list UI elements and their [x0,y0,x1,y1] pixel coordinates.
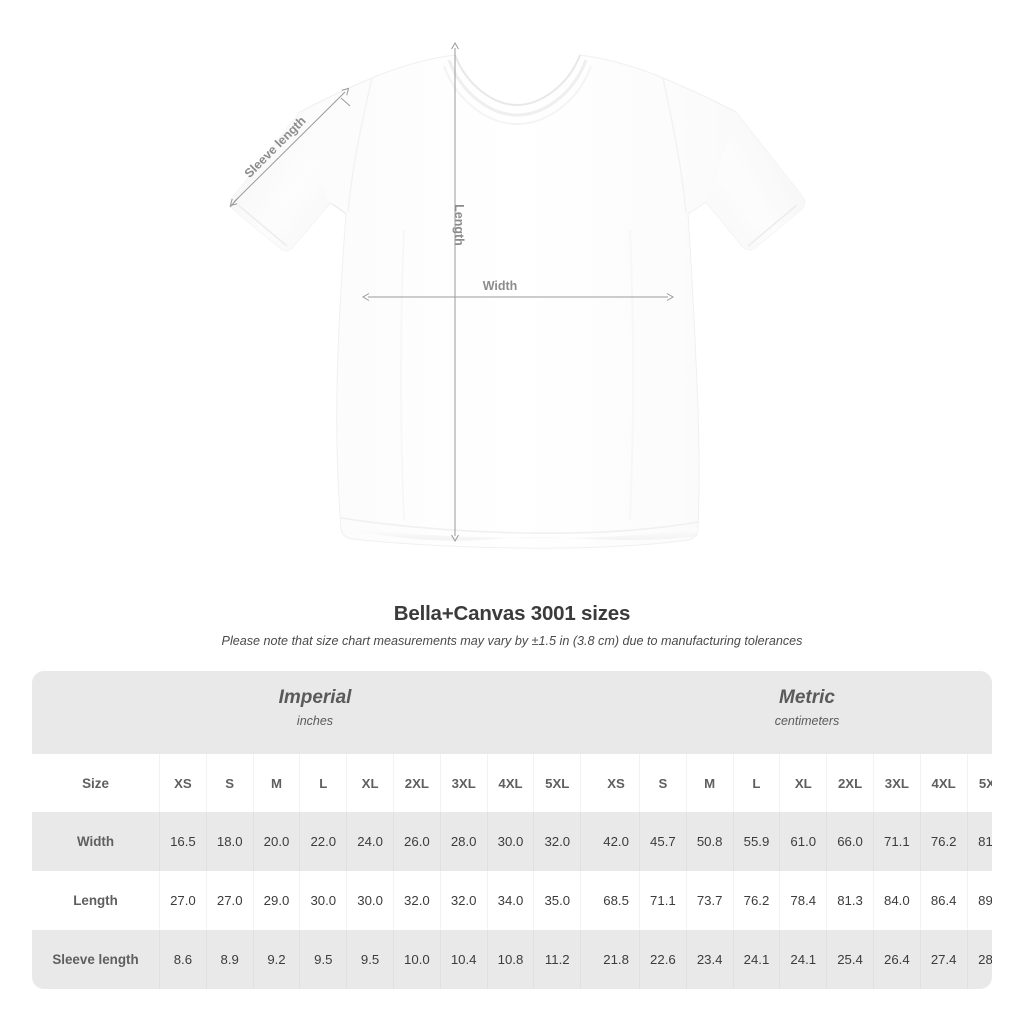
cell-width-imperial-xl: 24.0 [347,812,394,871]
header-metric-m: M [686,754,734,812]
cell-sleeve-length-imperial-s: 8.9 [206,930,254,989]
cell-width-metric-xs: 42.0 [593,812,640,871]
cell-width-metric-s: 45.7 [639,812,687,871]
chart-note: Please note that size chart measurements… [221,634,803,648]
header-imperial-l: L [300,754,348,812]
unit-group-metric: Metric centimeters [652,685,962,731]
size-table-grid: Size XS S M L XL 2XL 3XL 4XL 5XL XS S M L XL 2XL 3XL 4XL 5… [32,754,992,989]
cell-length-metric-l: 76.2 [733,871,781,930]
cell-width-metric-xl: 61.0 [780,812,828,871]
cell-length-metric-4xl: 86.4 [920,871,968,930]
cell-width-imperial-m: 20.0 [253,812,301,871]
unit-system-band: Imperial inches Metric centimeters [32,671,992,754]
cell-sleeve-length-metric-s: 22.6 [639,930,687,989]
header-imperial-4xl: 4XL [487,754,535,812]
cell-length-metric-2xl: 81.3 [827,871,874,930]
cell-length-imperial-4xl: 34.0 [487,871,535,930]
header-metric-2xl: 2XL [827,754,874,812]
header-imperial-2xl: 2XL [393,754,441,812]
cell-sleeve-length-imperial-m: 9.2 [253,930,301,989]
cell-width-metric-5xl: 81.3 [967,812,992,871]
cell-width-metric-3xl: 71.1 [873,812,921,871]
header-imperial-s: S [206,754,254,812]
cell-sleeve-length-metric-4xl: 27.4 [920,930,968,989]
tshirt-diagram: Sleeve length Length Width [229,42,806,549]
cell-sleeve-length-metric-5xl: 28.5 [967,930,992,989]
header-metric-xs: XS [593,754,640,812]
cell-sleeve-length-metric-3xl: 26.4 [873,930,921,989]
metric-subtitle: centimeters [774,714,840,728]
cell-sleeve-length-imperial-xs: 8.6 [160,930,207,989]
cell-sleeve-length-imperial-3xl: 10.4 [440,930,488,989]
imperial-title: Imperial [278,687,352,708]
cell-sleeve-length-imperial-4xl: 10.8 [487,930,535,989]
header-imperial-xs: XS [160,754,207,812]
header-metric-4xl: 4XL [920,754,968,812]
cell-length-imperial-s: 27.0 [206,871,254,930]
cell-length-imperial-5xl: 35.0 [534,871,582,930]
cell-width-imperial-2xl: 26.0 [393,812,441,871]
row-label-width: Width [32,812,160,871]
unit-group-imperial: Imperial inches [160,685,470,731]
chart-title: Bella+Canvas 3001 sizes [393,602,631,625]
cell-length-metric-xl: 78.4 [780,871,828,930]
header-metric-s: S [639,754,687,812]
garment-illustration: Sleeve length Length Width [229,42,806,549]
length-annotation: Length [451,42,466,542]
cell-length-imperial-2xl: 32.0 [393,871,441,930]
table-corner-size-label: Size [32,754,160,812]
row-label-sleeve-length: Sleeve length [32,930,160,989]
unit-separator-sleeve-length [581,930,594,989]
cell-length-imperial-xl: 30.0 [347,871,394,930]
cell-sleeve-length-metric-2xl: 25.4 [827,930,874,989]
cell-length-metric-5xl: 89.0 [967,871,992,930]
length-label: Length [452,204,466,246]
cell-length-imperial-3xl: 32.0 [440,871,488,930]
cell-length-metric-s: 71.1 [639,871,687,930]
cell-width-metric-4xl: 76.2 [920,812,968,871]
cell-sleeve-length-metric-xs: 21.8 [593,930,640,989]
header-metric-5xl: 5XL [967,754,992,812]
unit-separator-header [581,754,594,812]
cell-sleeve-length-imperial-l: 9.5 [300,930,348,989]
cell-sleeve-length-metric-xl: 24.1 [780,930,828,989]
cell-width-imperial-xs: 16.5 [160,812,207,871]
cell-width-imperial-l: 22.0 [300,812,348,871]
header-metric-l: L [733,754,781,812]
row-label-length: Length [32,871,160,930]
cell-width-imperial-s: 18.0 [206,812,254,871]
cell-sleeve-length-imperial-5xl: 11.2 [534,930,582,989]
tshirt-body-shape [229,54,806,549]
cell-length-metric-xs: 68.5 [593,871,640,930]
header-imperial-5xl: 5XL [534,754,582,812]
unit-separator-length [581,871,594,930]
cell-sleeve-length-imperial-2xl: 10.0 [393,930,441,989]
cell-length-metric-m: 73.7 [686,871,734,930]
cell-width-metric-2xl: 66.0 [827,812,874,871]
width-label: Width [483,279,518,293]
width-annotation: Width [362,279,674,301]
metric-title: Metric [779,687,835,708]
header-metric-xl: XL [780,754,828,812]
cell-sleeve-length-imperial-xl: 9.5 [347,930,394,989]
cell-sleeve-length-metric-l: 24.1 [733,930,781,989]
header-imperial-m: M [253,754,301,812]
cell-width-metric-m: 50.8 [686,812,734,871]
header-imperial-xl: XL [347,754,394,812]
unit-separator-width [581,812,594,871]
cell-length-imperial-xs: 27.0 [160,871,207,930]
cell-width-imperial-5xl: 32.0 [534,812,582,871]
cell-length-imperial-m: 29.0 [253,871,301,930]
cell-length-imperial-l: 30.0 [300,871,348,930]
cell-sleeve-length-metric-m: 23.4 [686,930,734,989]
header-imperial-3xl: 3XL [440,754,488,812]
cell-length-metric-3xl: 84.0 [873,871,921,930]
cell-width-metric-l: 55.9 [733,812,781,871]
imperial-subtitle: inches [296,714,334,728]
cell-width-imperial-4xl: 30.0 [487,812,535,871]
size-chart-table: Imperial inches Metric centimeters Size X… [32,671,992,989]
header-metric-3xl: 3XL [873,754,921,812]
cell-width-imperial-3xl: 28.0 [440,812,488,871]
